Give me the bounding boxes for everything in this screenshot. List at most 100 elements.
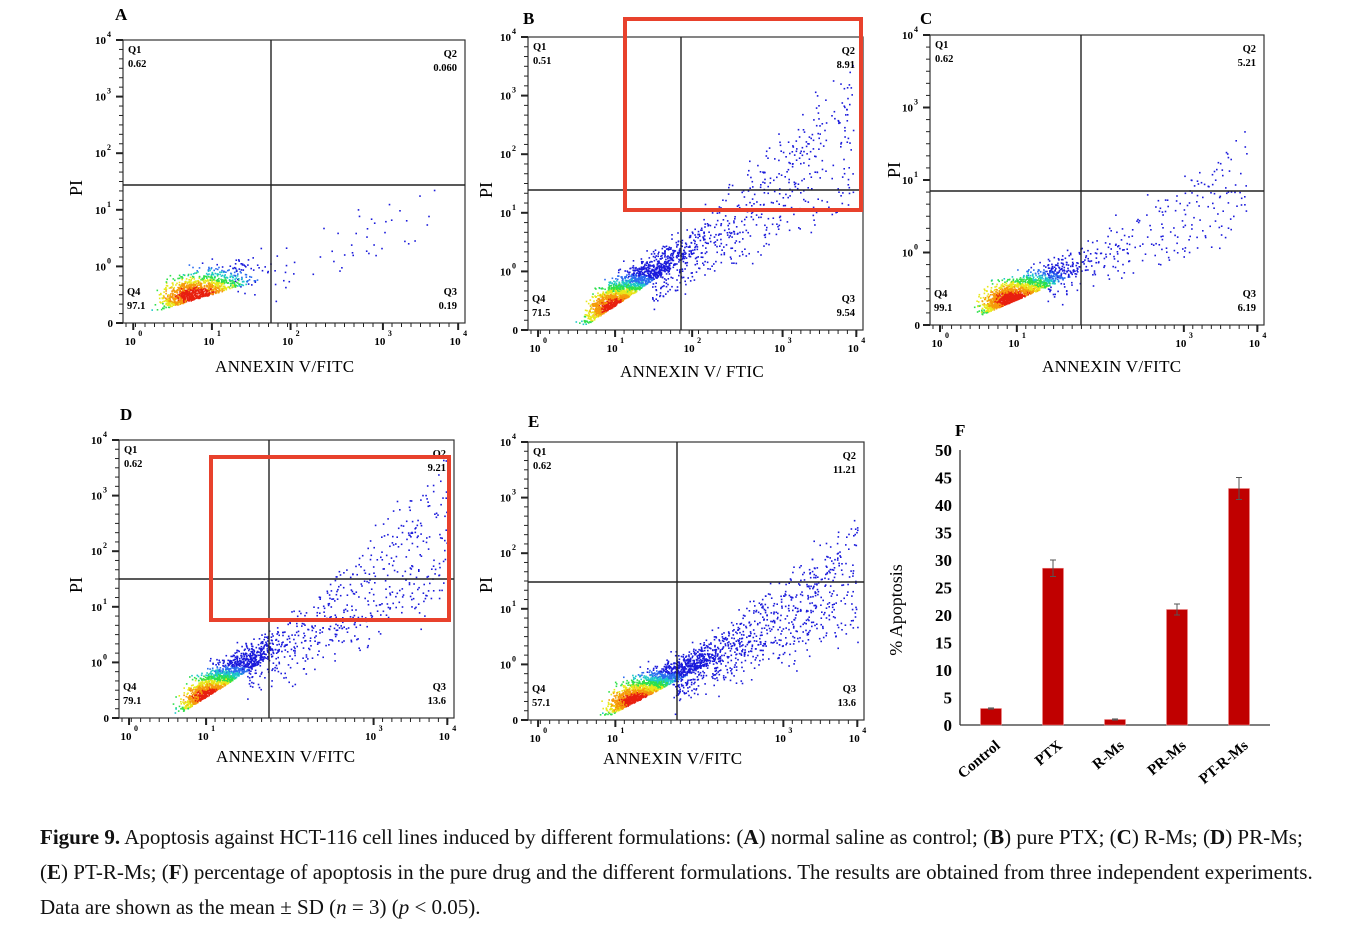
scatter-point <box>177 289 179 291</box>
scatter-point <box>714 244 717 246</box>
scatter-point <box>991 293 994 296</box>
scatter-point <box>660 274 662 277</box>
scatter-point <box>744 218 746 221</box>
scatter-point <box>714 241 717 243</box>
scatter-point <box>1030 266 1033 269</box>
scatter-point <box>655 274 657 276</box>
scatter-point <box>614 296 617 299</box>
scatter-point <box>1042 285 1044 288</box>
scatter-point <box>843 168 845 170</box>
scatter-point <box>193 296 195 299</box>
scatter-point <box>182 289 184 292</box>
scatter-point <box>796 148 798 150</box>
scatter-point <box>649 281 652 283</box>
scatter-point <box>990 310 992 312</box>
scatter-point <box>1031 274 1034 277</box>
scatter-point <box>177 304 179 306</box>
scatter-point <box>694 234 696 236</box>
scatter-point <box>604 305 606 307</box>
scatter-point <box>1054 269 1056 272</box>
scatter-point <box>709 240 712 243</box>
scatter-point <box>232 285 235 287</box>
scatter-point <box>196 292 199 295</box>
scatter-point <box>993 308 995 310</box>
scatter-point <box>735 240 738 242</box>
scatter-point <box>825 99 827 101</box>
scatter-point <box>182 274 185 276</box>
scatter-point <box>1051 271 1054 274</box>
scatter-point <box>594 303 596 305</box>
scatter-point <box>996 297 998 300</box>
scatter-point <box>599 313 602 315</box>
scatter-point <box>836 211 838 213</box>
scatter-point <box>665 263 667 266</box>
scatter-point <box>672 252 674 254</box>
scatter-point <box>618 281 621 284</box>
scatter-point <box>181 299 183 302</box>
scatter-point <box>645 264 648 267</box>
scatter-point <box>730 232 732 235</box>
scatter-point <box>1039 261 1041 264</box>
scatter-point <box>223 270 225 273</box>
scatter-point <box>595 313 598 315</box>
scatter-point <box>648 275 651 278</box>
scatter-point <box>192 295 195 298</box>
scatter-point <box>171 291 173 293</box>
scatter-point <box>214 292 217 295</box>
scatter-point <box>1019 281 1021 283</box>
scatter-point <box>236 285 239 287</box>
scatter-point <box>214 277 216 279</box>
scatter-point <box>618 295 620 298</box>
scatter-point <box>826 201 829 203</box>
scatter-point <box>627 290 630 292</box>
scatter-point <box>190 283 192 286</box>
scatter-point <box>613 286 615 288</box>
scatter-point <box>757 251 759 253</box>
scatter-point <box>618 290 620 292</box>
scatter-point <box>1057 258 1060 260</box>
scatter-point <box>812 206 815 209</box>
scatter-point <box>217 291 220 294</box>
scatter-point <box>197 279 200 282</box>
scatter-point <box>747 231 749 234</box>
scatter-point <box>852 129 855 132</box>
scatter-point <box>193 291 195 293</box>
scatter-point <box>177 295 179 297</box>
scatter-point <box>620 297 622 300</box>
scatter-point <box>611 306 613 308</box>
scatter-point <box>698 233 701 236</box>
scatter-point <box>1207 205 1209 208</box>
scatter-point <box>690 252 693 254</box>
scatter-point <box>749 235 752 237</box>
scatter-point <box>1027 270 1029 272</box>
scatter-point <box>629 290 631 293</box>
scatter-point <box>653 274 655 277</box>
scatter-point <box>1041 284 1044 287</box>
scatter-point <box>193 289 195 292</box>
scatter-point <box>767 217 770 220</box>
scatter-point <box>644 283 647 286</box>
scatter-point <box>1037 271 1039 273</box>
scatter-point <box>647 278 650 281</box>
scatter-point <box>178 281 181 284</box>
scatter-point <box>1137 221 1140 224</box>
scatter-point <box>744 248 746 250</box>
scatter-point <box>719 245 721 247</box>
scatter-point <box>831 177 833 180</box>
scatter-point <box>1051 266 1054 268</box>
scatter-point <box>1055 267 1057 270</box>
scatter-point <box>615 285 618 287</box>
scatter-point <box>833 110 836 113</box>
scatter-point <box>1075 273 1078 275</box>
scatter-point <box>656 267 659 269</box>
scatter-point <box>190 279 192 281</box>
scatter-point <box>256 264 259 266</box>
scatter-point <box>786 171 788 173</box>
scatter-point <box>634 269 637 272</box>
scatter-point <box>745 204 748 206</box>
scatter-point <box>220 285 223 287</box>
scatter-point <box>1196 236 1198 239</box>
scatter-point <box>743 224 746 226</box>
scatter-point <box>223 275 226 278</box>
scatter-point <box>590 316 593 318</box>
